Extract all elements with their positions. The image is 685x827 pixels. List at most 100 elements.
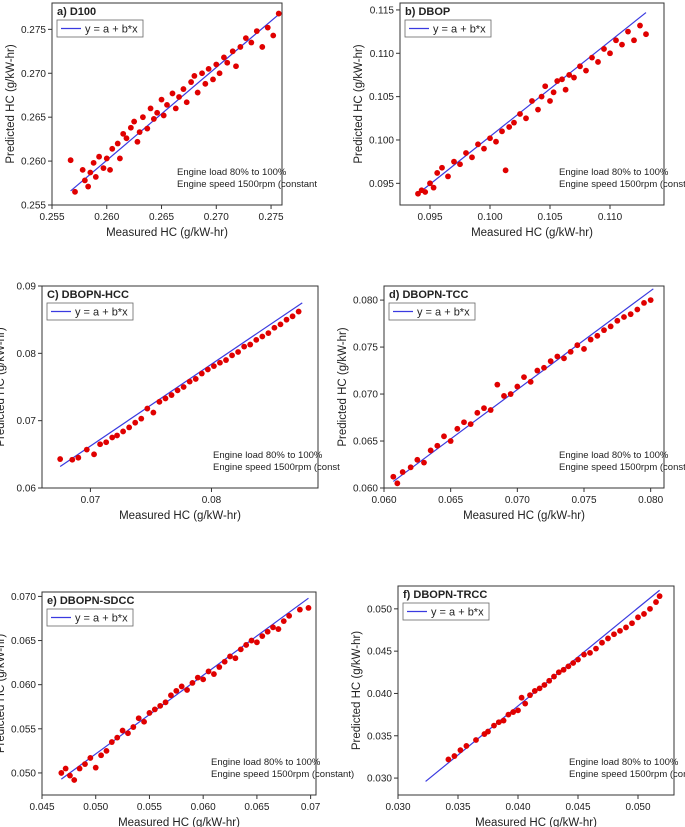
x-tick-label: 0.265: [149, 212, 174, 223]
legend-label: y = a + b*x: [85, 24, 138, 36]
data-point: [114, 734, 121, 741]
data-point: [264, 628, 271, 635]
x-tick-label: 0.035: [445, 802, 470, 813]
data-point: [117, 155, 123, 162]
y-tick-label: 0.055: [11, 724, 36, 735]
chart-panel-5: 0.045 0.050 0.055 0.060 0.065 0.07 0.050 0.055 0…: [0, 591, 354, 827]
data-point: [150, 116, 157, 122]
data-point: [109, 145, 116, 152]
data-point: [631, 37, 637, 44]
legend-box: [46, 608, 134, 627]
y-tick-label: 0.255: [21, 201, 46, 212]
data-point: [447, 438, 454, 444]
data-point: [641, 300, 647, 306]
y-tick-label: 0.065: [11, 636, 36, 647]
x-tick-label: 0.260: [94, 212, 119, 223]
y-tick-label: 0.115: [370, 5, 395, 16]
data-point: [76, 765, 83, 772]
data-point: [247, 341, 254, 348]
y-tick-label: 0.075: [353, 343, 378, 354]
x-tick-label: 0.275: [259, 212, 284, 223]
data-point: [174, 387, 181, 394]
data-point: [581, 651, 587, 658]
data-point: [259, 633, 266, 640]
data-point: [224, 59, 231, 66]
data-point: [172, 105, 179, 112]
data-point: [146, 710, 153, 716]
annotation-load: Engine load 80% to 100%: [559, 167, 669, 178]
data-point: [253, 336, 260, 343]
panel-title: b) DBOP: [405, 6, 450, 18]
data-point: [656, 593, 663, 600]
data-point: [445, 756, 452, 763]
y-tick-label: 0.030: [367, 774, 392, 785]
y-tick-label: 0.040: [367, 689, 392, 700]
data-point: [103, 747, 110, 754]
data-point: [647, 297, 654, 303]
data-point: [474, 409, 481, 416]
data-point: [75, 454, 82, 461]
y-tick-label: 0.065: [353, 437, 378, 448]
data-point: [275, 626, 282, 632]
legend-box: [402, 602, 490, 621]
data-point: [194, 89, 201, 96]
data-point: [125, 730, 131, 737]
data-point: [107, 166, 113, 173]
y-axis-label: Predicted HC (g/kW-hr): [353, 44, 365, 163]
data-point: [510, 709, 517, 715]
y-tick-label: 0.080: [353, 296, 378, 307]
data-point: [534, 367, 541, 374]
data-point: [216, 70, 223, 77]
data-point: [186, 378, 193, 385]
data-point: [71, 777, 78, 783]
data-point: [463, 743, 470, 749]
chart-panel-2: 0.095 0.100 0.105 0.110 0.095 0.100 0.105 0.110…: [353, 2, 685, 239]
data-point: [517, 111, 523, 117]
x-tick-label: 0.065: [438, 495, 463, 506]
data-point: [87, 755, 94, 761]
data-point: [229, 352, 235, 359]
data-point: [502, 167, 509, 174]
data-point: [485, 728, 491, 735]
y-tick-label: 0.035: [367, 731, 392, 742]
data-point: [96, 153, 102, 160]
x-tick-label: 0.030: [385, 802, 410, 813]
data-point: [547, 98, 553, 104]
data-point: [601, 327, 607, 334]
data-point: [189, 680, 196, 686]
legend-box: [404, 19, 492, 38]
plot-frame: [51, 2, 283, 206]
data-point: [132, 419, 139, 426]
y-tick-label: 0.270: [21, 69, 46, 80]
fit-line: [392, 288, 654, 482]
data-point: [283, 316, 290, 323]
data-point: [69, 456, 76, 463]
data-point: [547, 358, 554, 365]
data-point: [100, 165, 107, 172]
data-point: [82, 761, 88, 768]
data-point: [58, 770, 65, 776]
data-point: [264, 24, 271, 31]
data-point: [427, 180, 433, 187]
data-point: [507, 391, 514, 397]
data-point: [141, 718, 147, 725]
data-point: [495, 719, 502, 726]
data-point: [614, 317, 621, 324]
chart-panel-3: 0.07 0.08 0.06 0.07 0.08 0.09 Measured HC (g/k…: [0, 282, 340, 523]
data-point: [271, 324, 278, 331]
data-point: [529, 98, 535, 104]
data-point: [176, 94, 182, 100]
annotation-load: Engine load 80% to 100%: [559, 450, 669, 461]
data-point: [156, 398, 163, 405]
data-point: [243, 642, 250, 648]
data-point: [621, 314, 627, 320]
x-axis-label: Measured HC (g/kW-hr): [475, 817, 597, 827]
data-point: [434, 442, 441, 449]
legend-box: [56, 19, 144, 38]
data-point: [637, 22, 643, 29]
data-point: [253, 28, 260, 35]
data-point: [414, 456, 421, 463]
data-point: [475, 141, 481, 148]
data-point: [275, 10, 282, 17]
data-point: [607, 50, 613, 57]
